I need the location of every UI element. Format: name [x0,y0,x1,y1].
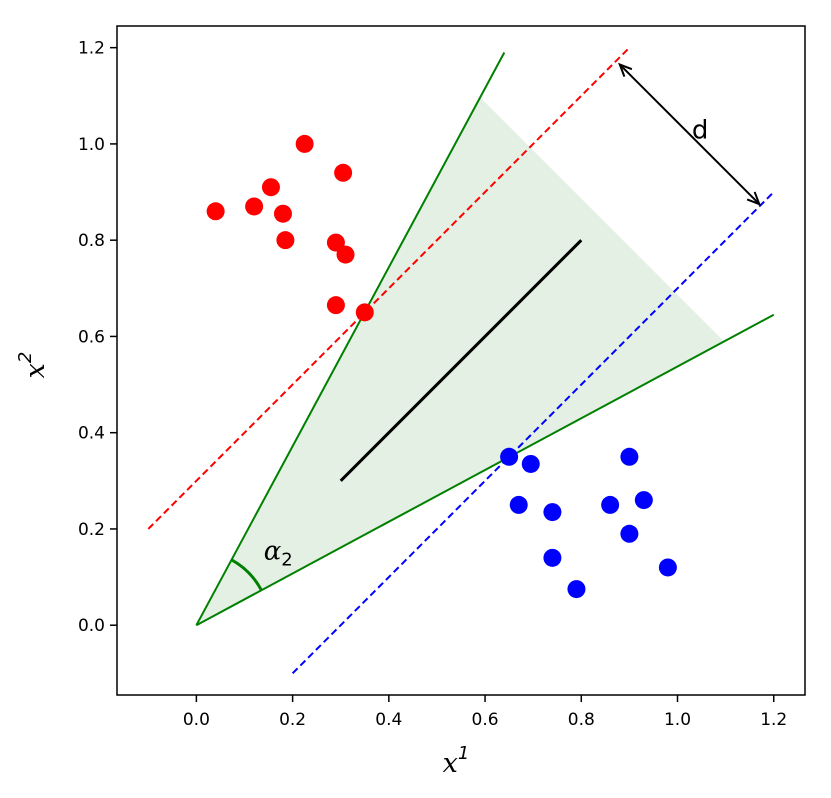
red-point-9 [336,245,355,264]
red-point-8 [334,163,353,182]
red-point-10 [326,296,345,315]
x-tick-label: 0.2 [279,710,306,730]
x-axis-ticks: 0.0 0.2 0.4 0.6 0.8 1.0 1.2 [183,695,787,730]
blue-point-1 [500,447,519,466]
y-tick-label: 0.0 [78,616,105,636]
x-tick-label: 0.4 [375,710,402,730]
blue-point-2 [521,454,540,473]
red-point-11 [355,303,374,322]
blue-point-8 [620,447,639,466]
blue-point-5 [543,548,562,567]
arrow-head-end [746,191,762,206]
x-tick-label: 0.0 [183,710,210,730]
y-tick-label: 0.8 [78,231,105,251]
y-axis-ticks: 0.0 0.2 0.4 0.6 0.8 1.0 1.2 [78,39,117,636]
distance-arrow [619,63,761,205]
distance-label-d: d [692,115,709,145]
black-direction-line [339,239,583,482]
blue-point-9 [634,491,653,510]
blue-point-3 [509,495,528,514]
red-dashed-boundary [147,46,631,530]
x-tick-label: 0.6 [472,710,499,730]
x-tick-label: 1.2 [760,710,787,730]
red-point-1 [206,202,225,221]
red-point-5 [276,231,295,250]
red-point-2 [245,197,264,216]
red-point-6 [295,134,314,153]
red-point-7 [326,233,345,252]
y-tick-label: 0.6 [78,327,105,347]
x-tick-label: 0.8 [568,710,595,730]
green-upper-ray [195,51,506,626]
green-lower-ray [195,313,775,627]
plot-frame [116,25,806,696]
red-point-3 [261,178,280,197]
y-axis-label: x2 [15,352,51,379]
x-tick-label: 1.0 [664,710,691,730]
y-tick-label: 0.2 [78,520,105,540]
y-tick-label: 1.0 [78,135,105,155]
y-tick-label: 0.4 [78,424,105,444]
blue-point-4 [543,503,562,522]
blue-dashed-boundary [291,191,775,675]
angle-arc [230,558,263,591]
x-axis-label: x1 [443,743,470,779]
blue-point-10 [620,524,639,543]
angle-label-alpha2: α2 [264,537,293,571]
blue-point-6 [567,580,586,599]
blue-point-11 [658,558,677,577]
y-tick-label: 1.2 [78,39,105,59]
arrow-head-start [618,62,633,78]
blue-point-7 [601,495,620,514]
red-point-4 [273,204,292,223]
